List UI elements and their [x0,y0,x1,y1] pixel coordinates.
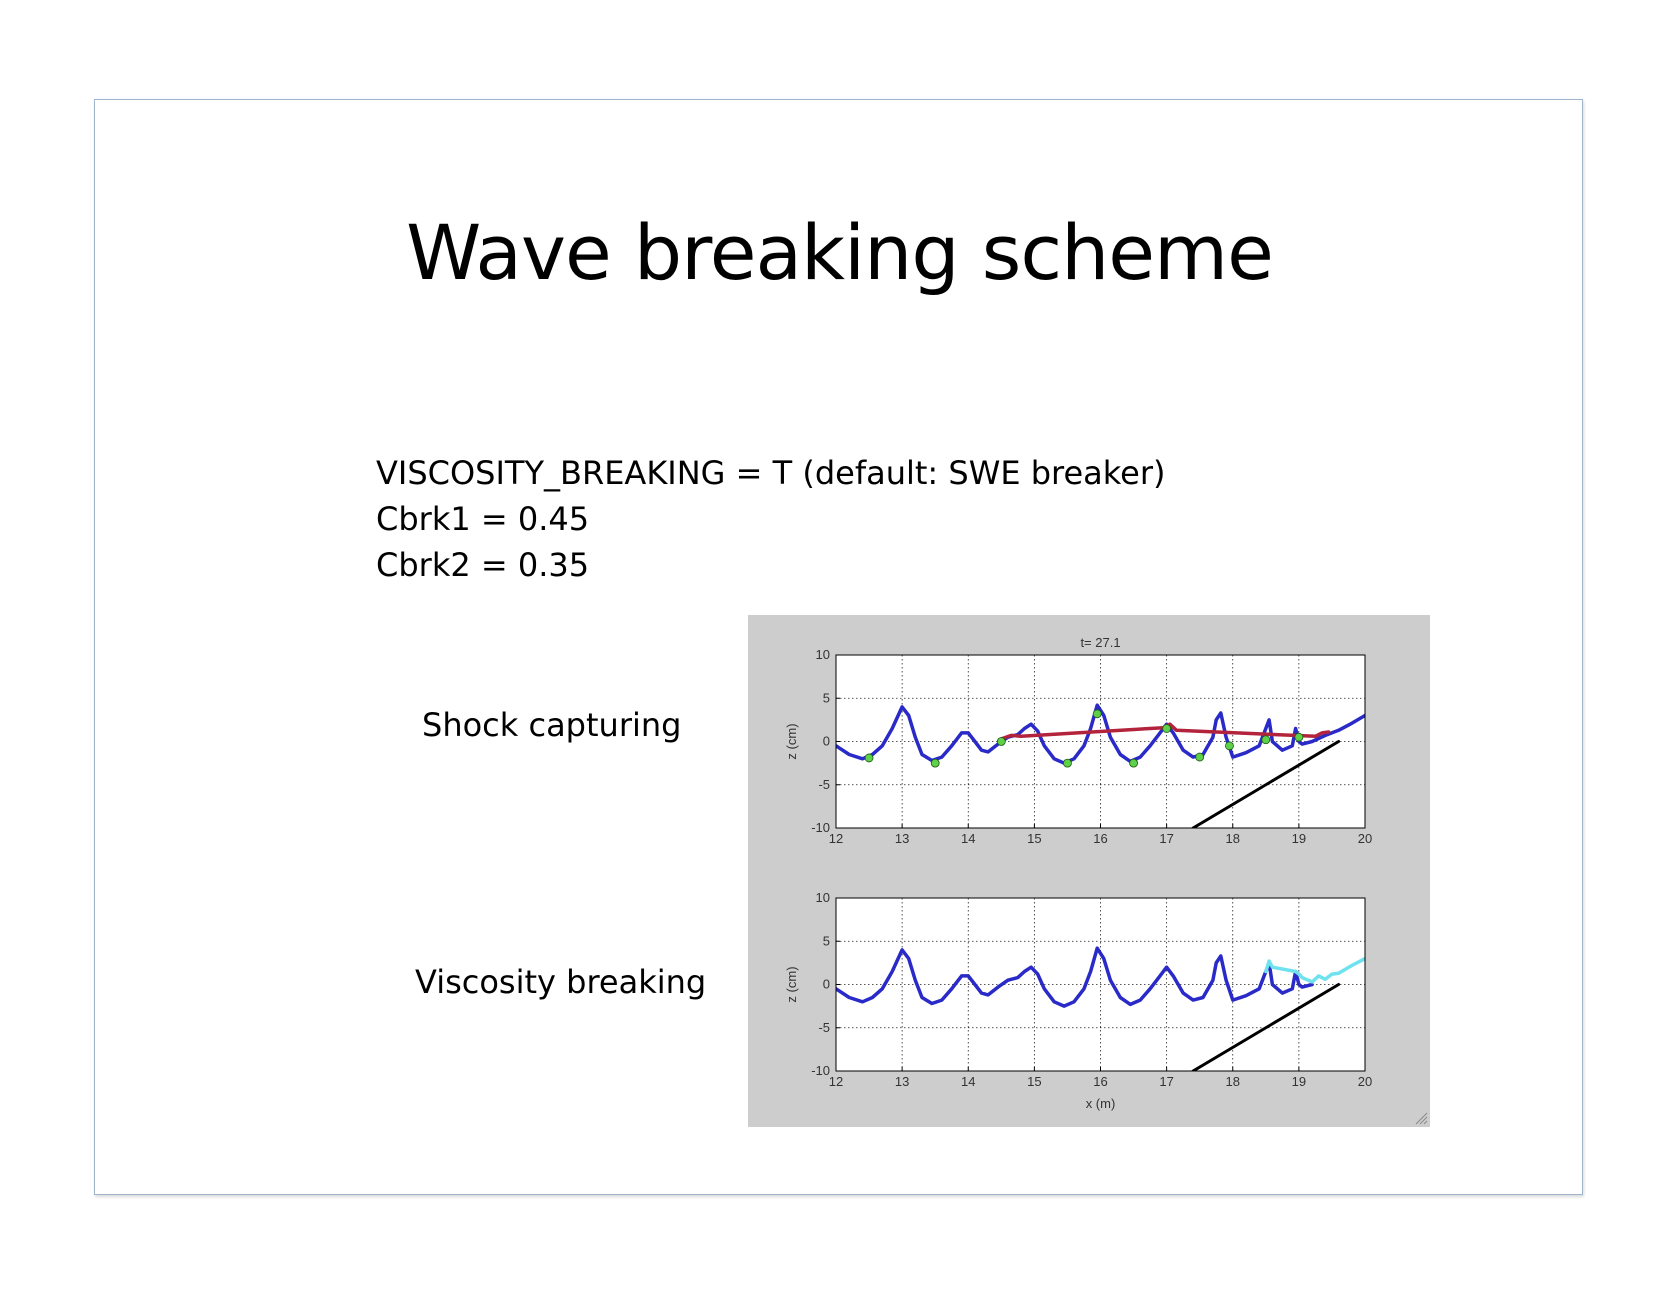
figure-canvas: 12 13 14 15 16 17 18 19 20 10 5 0 -5 -10 t= 27.1 z (cm)… [784,635,1428,1125]
x-tick-label: 12 [829,1074,843,1089]
data-point [1261,735,1271,745]
data-point [864,753,874,763]
y-tick-label: 10 [816,647,830,662]
y-tick-label: 5 [823,690,830,705]
data-point [1129,758,1138,768]
y-tick-label: 5 [823,933,830,948]
data-point [930,758,940,768]
y-tick-label: -5 [818,1020,830,1035]
series-line-1 [999,722,1331,741]
plot-shock-capturing: 12 13 14 15 16 17 18 19 20 10 5 0 -5 -10 t= 27.1 z (cm) [784,635,1372,846]
series-group [836,946,1365,1071]
y-tick-label: -10 [811,1063,830,1078]
x-tick-label: 18 [1226,1074,1240,1089]
x-tick-label: 12 [829,831,843,846]
y-tick-label: -5 [818,777,830,792]
resize-grip-icon[interactable] [1415,1112,1428,1125]
x-tick-label: 13 [895,831,909,846]
matlab-figure: 12 13 14 15 16 17 18 19 20 10 5 0 -5 -10 t= 27.1 z (cm)… [748,615,1430,1127]
y-tick-label: -10 [811,820,830,835]
x-tick-label: 16 [1093,831,1107,846]
x-axis-label: x (m) [1086,1096,1116,1111]
label-viscosity-breaking: Viscosity breaking [415,963,707,1001]
param-cbrk1: Cbrk1 = 0.45 [376,500,590,538]
series-line-0 [836,946,1314,1008]
parameter-list: VISCOSITY_BREAKING = T (default: SWE bre… [376,450,1166,588]
data-point [996,737,1006,746]
param-cbrk2: Cbrk2 = 0.35 [376,546,590,584]
data-point [1162,724,1172,733]
x-tick-label: 19 [1292,1074,1306,1089]
x-tick-label: 15 [1027,1074,1041,1089]
y-tick-label: 0 [823,734,830,749]
x-tick-label: 16 [1093,1074,1107,1089]
x-tick-label: 20 [1358,831,1372,846]
y-axis-label: z (cm) [784,723,799,759]
param-viscosity-breaking: VISCOSITY_BREAKING = T (default: SWE bre… [376,454,1166,492]
data-point [1092,709,1102,719]
x-tick-label: 18 [1226,831,1240,846]
bathymetry-line [1191,740,1341,828]
x-tick-label: 13 [895,1074,909,1089]
x-tick-label: 17 [1159,1074,1173,1089]
data-point [1225,741,1234,751]
x-tick-label: 19 [1292,831,1306,846]
x-tick-label: 15 [1027,831,1041,846]
y-axis-label: z (cm) [784,966,799,1002]
series-group [836,703,1365,828]
slide-title: Wave breaking scheme [406,208,1274,297]
x-tick-label: 14 [961,831,975,846]
x-tick-label: 14 [961,1074,975,1089]
chart-title: t= 27.1 [1080,635,1120,650]
bathymetry-line [1191,983,1341,1071]
y-tick-label: 0 [823,977,830,992]
plot-viscosity-breaking: 12 13 14 15 16 17 18 19 20 10 5 0 -5 -10 z (cm) x (m) [784,890,1372,1111]
data-point [1063,758,1072,768]
data-point [1294,732,1304,742]
series-line-1 [1264,956,1365,984]
x-tick-label: 20 [1358,1074,1372,1089]
x-tick-label: 17 [1159,831,1173,846]
label-shock-capturing: Shock capturing [422,706,682,744]
data-point [1195,752,1205,762]
y-tick-label: 10 [816,890,830,905]
